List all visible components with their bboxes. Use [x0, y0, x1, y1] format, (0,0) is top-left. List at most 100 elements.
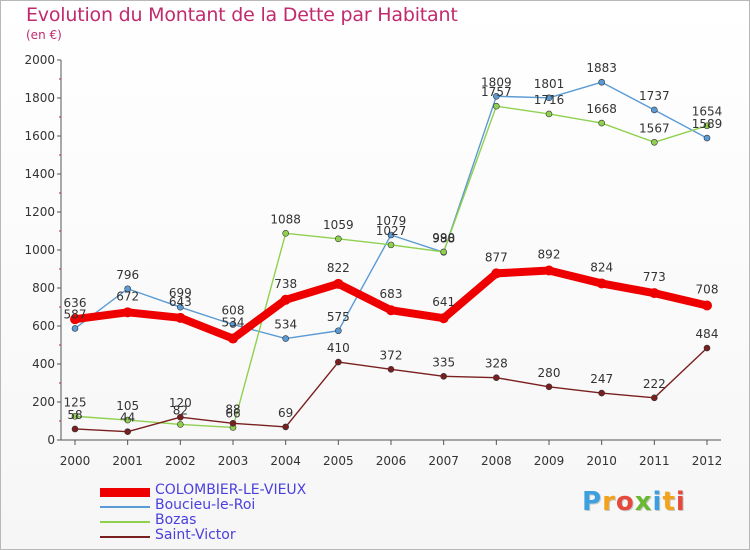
data-point — [71, 425, 79, 433]
data-label: 222 — [643, 377, 666, 391]
data-point — [177, 413, 184, 421]
data-label: 824 — [590, 260, 613, 274]
data-point — [387, 366, 395, 373]
brand-logo: Proxiti — [582, 487, 686, 517]
data-label: 636 — [64, 296, 87, 310]
data-label: 796 — [116, 268, 139, 282]
data-label: 708 — [696, 282, 719, 296]
y-tick-label: 1000 — [24, 243, 55, 257]
y-tick-label: 200 — [32, 395, 55, 409]
data-point — [177, 303, 184, 311]
data-label: 1716 — [534, 93, 565, 107]
data-point — [493, 92, 500, 100]
data-point — [122, 307, 133, 318]
x-tick-label: 2009 — [534, 454, 565, 468]
data-label: 699 — [169, 286, 192, 300]
data-point — [651, 106, 658, 114]
legend-label: Boucieu-le-Roi — [155, 497, 256, 513]
data-point — [702, 300, 712, 311]
data-label: 672 — [116, 289, 139, 303]
x-tick-label: 2000 — [60, 454, 91, 468]
data-label: 641 — [432, 295, 455, 309]
brand-letter: i — [675, 487, 686, 517]
brand-letter: P — [582, 487, 603, 517]
brand-letter: r — [602, 487, 616, 517]
data-point — [545, 110, 553, 118]
data-point — [387, 231, 395, 239]
data-label: 484 — [696, 327, 719, 341]
data-label: 1809 — [481, 75, 512, 89]
data-point — [387, 241, 395, 249]
x-tick-label: 2012 — [692, 454, 723, 468]
data-point — [598, 78, 605, 86]
x-tick-label: 2003 — [218, 454, 249, 468]
data-label: 66 — [225, 406, 240, 420]
data-label: 1883 — [586, 61, 617, 75]
legend-swatch — [100, 506, 150, 508]
data-label: 534 — [222, 316, 245, 330]
data-point — [649, 288, 660, 299]
y-tick-label: 1200 — [24, 205, 55, 219]
data-point — [493, 374, 500, 381]
x-tick-label: 2005 — [323, 454, 354, 468]
y-tick-label: 1400 — [24, 167, 55, 181]
data-point — [177, 421, 184, 428]
x-tick-label: 2010 — [586, 454, 617, 468]
data-label: 1059 — [323, 218, 354, 232]
data-label: 372 — [380, 348, 403, 362]
data-label: 990 — [432, 231, 455, 245]
data-point — [282, 423, 289, 431]
data-label: 988 — [432, 231, 455, 245]
data-point — [440, 248, 447, 256]
x-tick-label: 2001 — [112, 454, 143, 468]
data-label: 69 — [278, 406, 293, 420]
y-tick-label: 2000 — [24, 53, 55, 67]
brand-letter: o — [615, 487, 635, 517]
data-point — [596, 278, 607, 289]
data-point — [651, 138, 658, 146]
data-point — [544, 265, 554, 276]
data-label: 683 — [380, 287, 403, 301]
data-label: 280 — [538, 366, 561, 380]
data-label: 335 — [432, 355, 455, 369]
data-label: 773 — [643, 270, 666, 284]
data-point — [703, 344, 711, 352]
data-label: 88 — [225, 402, 240, 416]
data-label: 1757 — [481, 85, 512, 99]
data-point — [282, 229, 289, 237]
data-label: 125 — [64, 395, 87, 409]
legend-label: COLOMBIER-LE-VIEUX — [155, 482, 307, 498]
y-tick-label: 800 — [32, 281, 55, 295]
x-tick-label: 2008 — [481, 454, 512, 468]
data-point — [71, 412, 79, 420]
data-label: 1737 — [639, 89, 670, 103]
data-point — [703, 134, 711, 142]
data-label: 608 — [222, 303, 245, 317]
data-point — [598, 119, 605, 127]
data-point — [229, 321, 237, 328]
data-label: 328 — [485, 357, 508, 371]
data-point — [124, 416, 131, 424]
data-label: 58 — [67, 408, 82, 422]
data-label: 1654 — [692, 105, 723, 119]
chart-title: Evolution du Montant de la Dette par Hab… — [26, 4, 458, 26]
data-label: 1088 — [270, 212, 301, 226]
data-point — [335, 235, 342, 243]
data-label: 1589 — [692, 117, 723, 131]
data-label: 1668 — [586, 102, 617, 116]
data-label: 105 — [116, 399, 139, 413]
y-tick-label: 0 — [47, 433, 55, 447]
data-point — [70, 314, 80, 325]
data-label: 892 — [538, 248, 561, 262]
data-label: 247 — [590, 372, 613, 386]
data-label: 1079 — [376, 214, 407, 228]
legend-label: Saint-Victor — [155, 527, 236, 543]
chart-subtitle: (en €) — [26, 28, 62, 42]
data-point — [335, 327, 342, 335]
data-point — [229, 419, 237, 427]
data-point — [71, 325, 79, 332]
brand-letter: x — [634, 487, 653, 517]
y-tick-label: 1800 — [24, 91, 55, 105]
